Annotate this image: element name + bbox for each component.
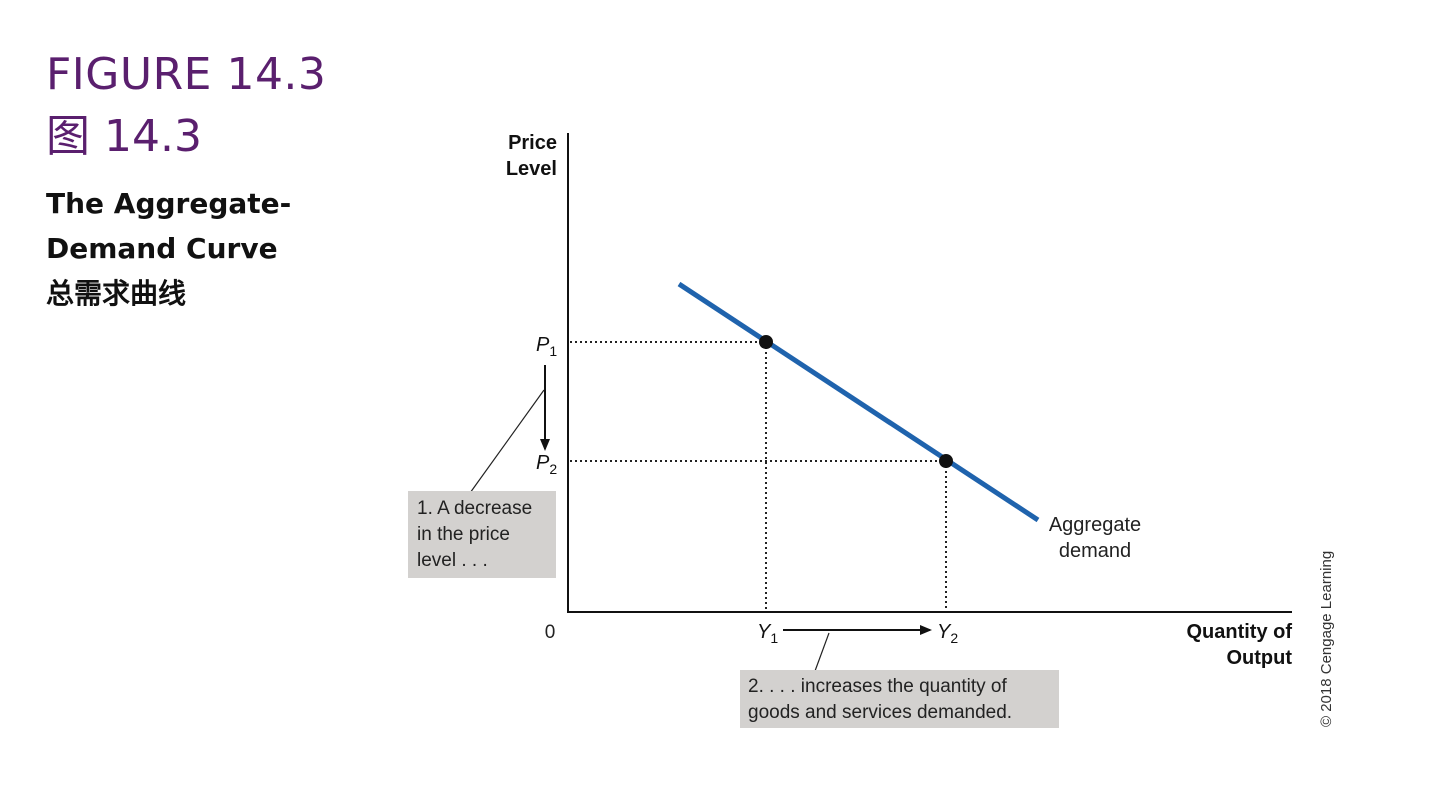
point-y2-p2 bbox=[939, 454, 953, 468]
svg-text:P2: P2 bbox=[536, 452, 557, 477]
figure-number: FIGURE 14.3 bbox=[46, 49, 327, 100]
point-y1-p1 bbox=[759, 335, 773, 349]
x-axis-title-line-2: Output bbox=[1226, 647, 1292, 669]
tick-p1-sub: 1 bbox=[549, 343, 557, 359]
copyright-credit: © 2018 Cengage Learning bbox=[1318, 551, 1335, 727]
svg-text:P1: P1 bbox=[536, 334, 557, 359]
annotation-1-line-3: level . . . bbox=[417, 550, 488, 571]
annotation-2-box bbox=[740, 670, 1059, 728]
curve-label-line-2: demand bbox=[1059, 540, 1131, 562]
tick-y2-label: Y bbox=[937, 621, 952, 643]
tick-p2-label: P bbox=[536, 452, 550, 474]
svg-text:Y2: Y2 bbox=[937, 621, 958, 646]
annotation-1-line-2: in the price bbox=[417, 524, 510, 545]
annotation-1-line-1: 1. A decrease bbox=[417, 498, 532, 519]
figure-caption: The Aggregate-Demand Curve 总需求曲线 bbox=[46, 181, 326, 316]
caption-title-cn: 总需求曲线 bbox=[46, 277, 187, 310]
annotation-1-leader bbox=[469, 389, 545, 494]
tick-p2-sub: 2 bbox=[549, 461, 557, 477]
annotation-2-line-2: goods and services demanded. bbox=[748, 702, 1012, 723]
y-axis-title-line-1: Price bbox=[508, 132, 557, 154]
y-axis-title-line-2: Level bbox=[506, 158, 557, 180]
annotation-1: 1. A decrease in the price level . . . bbox=[408, 491, 556, 578]
tick-y2: Y2 bbox=[937, 621, 958, 646]
svg-text:Y1: Y1 bbox=[757, 621, 778, 646]
tick-p1: P1 bbox=[536, 334, 557, 359]
tick-y1-label: Y bbox=[757, 621, 772, 643]
curve-label-line-1: Aggregate bbox=[1049, 514, 1141, 536]
annotation-2-line-1: 2. . . . increases the quantity of bbox=[748, 676, 1007, 697]
figure-number-cn: 图 14.3 bbox=[46, 111, 202, 162]
annotation-1-box bbox=[408, 491, 556, 578]
origin-label: 0 bbox=[545, 622, 556, 643]
tick-y1-sub: 1 bbox=[770, 630, 778, 646]
tick-y1: Y1 bbox=[757, 621, 778, 646]
caption-title-en: The Aggregate-Demand Curve bbox=[46, 187, 292, 265]
tick-p1-label: P bbox=[536, 334, 550, 356]
x-axis-title-line-1: Quantity of bbox=[1186, 621, 1292, 643]
annotation-2-leader bbox=[814, 632, 830, 672]
tick-p2: P2 bbox=[536, 452, 557, 477]
tick-y2-sub: 2 bbox=[950, 630, 958, 646]
annotation-2: 2. . . . increases the quantity of goods… bbox=[740, 670, 1059, 728]
aggregate-demand-line bbox=[677, 281, 1040, 523]
